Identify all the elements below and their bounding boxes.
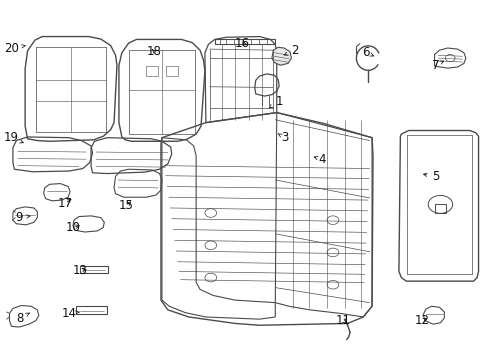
- Text: 18: 18: [147, 45, 162, 58]
- Polygon shape: [272, 47, 292, 65]
- Text: 7: 7: [432, 59, 443, 72]
- Text: 14: 14: [62, 307, 79, 320]
- Text: 13: 13: [73, 264, 88, 277]
- Text: 1: 1: [269, 95, 283, 108]
- Text: 3: 3: [278, 131, 288, 144]
- Text: 9: 9: [16, 211, 30, 224]
- Text: 2: 2: [284, 44, 298, 57]
- Text: 10: 10: [66, 221, 80, 234]
- Text: 12: 12: [415, 314, 429, 327]
- Text: 20: 20: [4, 41, 25, 54]
- Text: 5: 5: [423, 170, 439, 183]
- Text: 8: 8: [17, 311, 29, 325]
- Text: 19: 19: [4, 131, 24, 144]
- Text: 17: 17: [58, 197, 73, 210]
- Text: 11: 11: [335, 314, 350, 327]
- Text: 15: 15: [119, 199, 133, 212]
- Text: 16: 16: [235, 36, 249, 50]
- Text: 6: 6: [363, 46, 374, 59]
- Text: 4: 4: [314, 153, 326, 166]
